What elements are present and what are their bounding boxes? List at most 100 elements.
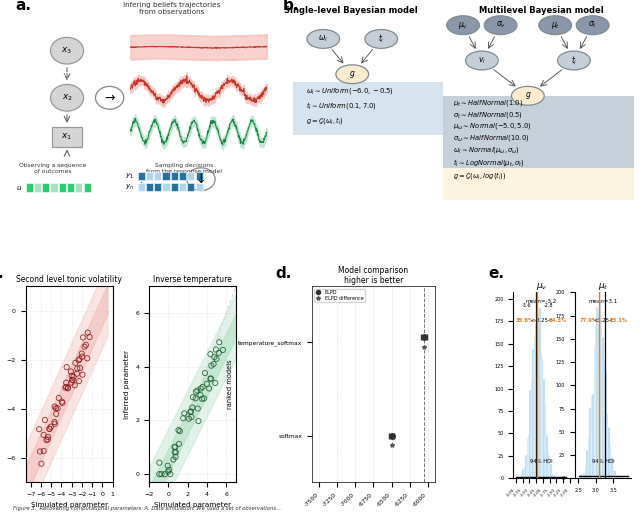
Point	[164, 466, 174, 474]
Point	[42, 436, 52, 444]
Point	[51, 410, 61, 418]
Point	[170, 453, 180, 461]
Text: $t_i \sim \mathit{LogNormal}(\mu_t, \sigma_t)$: $t_i \sim \mathit{LogNormal}(\mu_t, \sig…	[453, 156, 525, 168]
Text: $\sigma_\omega \sim \mathit{HalfNormal}(10.0)$: $\sigma_\omega \sim \mathit{HalfNormal}(…	[453, 133, 529, 143]
Text: $y_1$: $y_1$	[125, 172, 134, 181]
Point	[38, 431, 49, 439]
Circle shape	[187, 168, 215, 190]
Point	[199, 394, 209, 403]
Circle shape	[447, 16, 479, 34]
Bar	[51, 183, 58, 192]
Circle shape	[51, 37, 84, 64]
Point	[193, 417, 204, 425]
Point	[61, 379, 71, 387]
Text: $t_i \sim \mathit{Uniform}(0.1, 7.0)$: $t_i \sim \mathit{Uniform}(0.1, 7.0)$	[306, 100, 377, 111]
Bar	[138, 183, 145, 191]
Text: a.: a.	[16, 0, 32, 13]
Point	[209, 353, 220, 361]
Point	[188, 393, 198, 401]
Point	[58, 399, 68, 407]
Text: $g$: $g$	[525, 90, 531, 101]
X-axis label: Simulated parameter: Simulated parameter	[154, 503, 231, 508]
Bar	[163, 183, 170, 191]
Point	[170, 448, 180, 457]
Point	[198, 383, 208, 391]
X-axis label: Simulated parameter: Simulated parameter	[31, 503, 108, 508]
Text: $\mu_t$: $\mu_t$	[550, 19, 560, 31]
Point	[171, 448, 181, 456]
Text: $\omega_i$: $\omega_i$	[318, 34, 328, 44]
Point	[66, 367, 76, 376]
Point	[70, 359, 81, 367]
Text: $\mu_v$: $\mu_v$	[458, 19, 468, 31]
Point	[211, 354, 221, 363]
Point	[60, 384, 70, 392]
Point	[43, 436, 53, 444]
Point	[81, 341, 91, 349]
Point	[200, 369, 210, 377]
Point	[72, 364, 83, 372]
Point	[72, 370, 82, 378]
Text: ↓: ↓	[196, 173, 206, 186]
Circle shape	[336, 65, 369, 84]
Point	[61, 363, 72, 371]
Text: $g = \mathcal{G}(\omega_i, t_i)$: $g = \mathcal{G}(\omega_i, t_i)$	[306, 115, 344, 126]
Text: $u$: $u$	[16, 184, 22, 192]
Point	[179, 409, 189, 418]
Circle shape	[95, 86, 124, 109]
Point	[67, 379, 77, 387]
Bar	[52, 127, 82, 147]
Point	[156, 470, 166, 478]
Text: $\sigma_t \sim \mathit{HalfNormal}(0.5)$: $\sigma_t \sim \mathit{HalfNormal}(0.5)$	[453, 110, 523, 120]
Point	[154, 459, 164, 467]
Text: $\omega_i \sim \mathit{Uniform}(-6.0, -0.5)$: $\omega_i \sim \mathit{Uniform}(-6.0, -0…	[306, 86, 394, 96]
Point	[82, 354, 92, 362]
Point	[35, 447, 45, 456]
Point	[214, 338, 225, 346]
Point	[205, 375, 216, 383]
Point	[175, 427, 185, 435]
Point	[168, 456, 179, 464]
Point	[188, 403, 198, 411]
Point	[77, 352, 87, 361]
Circle shape	[51, 85, 84, 111]
Circle shape	[465, 51, 498, 70]
Bar	[292, 82, 443, 135]
Text: $x_2$: $x_2$	[61, 92, 72, 103]
Bar	[26, 183, 33, 192]
Point	[206, 362, 216, 370]
Point	[170, 443, 180, 451]
Point	[43, 433, 53, 441]
Point	[54, 394, 64, 402]
Point	[184, 415, 194, 423]
Bar	[196, 183, 203, 191]
Bar	[84, 183, 91, 192]
Text: $\sigma_t$: $\sigma_t$	[588, 20, 597, 30]
Point	[165, 470, 175, 478]
Bar	[146, 172, 153, 180]
Y-axis label: Inferred parameter: Inferred parameter	[124, 350, 130, 419]
Point	[74, 355, 84, 363]
Point	[67, 376, 77, 384]
Bar	[146, 183, 153, 191]
Point	[214, 349, 224, 357]
Title: Model comparison
higher is better: Model comparison higher is better	[339, 266, 408, 285]
Point	[40, 416, 50, 424]
Y-axis label: Inferred parameter: Inferred parameter	[0, 350, 1, 419]
Point	[75, 364, 85, 372]
Point	[178, 414, 188, 422]
Text: $g = \mathcal{G}(\omega_i, log(t_i))$: $g = \mathcal{G}(\omega_i, log(t_i))$	[453, 170, 506, 182]
Point	[210, 379, 220, 387]
Point	[78, 333, 88, 342]
Legend: ELPD, ELPD difference: ELPD, ELPD difference	[314, 288, 365, 302]
Point	[50, 420, 60, 428]
Text: $\mu_t \sim \mathit{HalfNormal}(1.0)$: $\mu_t \sim \mathit{HalfNormal}(1.0)$	[453, 98, 523, 108]
Point	[209, 360, 219, 368]
Circle shape	[307, 30, 340, 48]
Text: Multilevel Bayesian model: Multilevel Bayesian model	[479, 6, 604, 15]
Circle shape	[484, 16, 517, 34]
Text: $g$: $g$	[349, 69, 356, 80]
Point	[163, 467, 173, 476]
Point	[67, 376, 77, 384]
Point	[34, 425, 44, 433]
